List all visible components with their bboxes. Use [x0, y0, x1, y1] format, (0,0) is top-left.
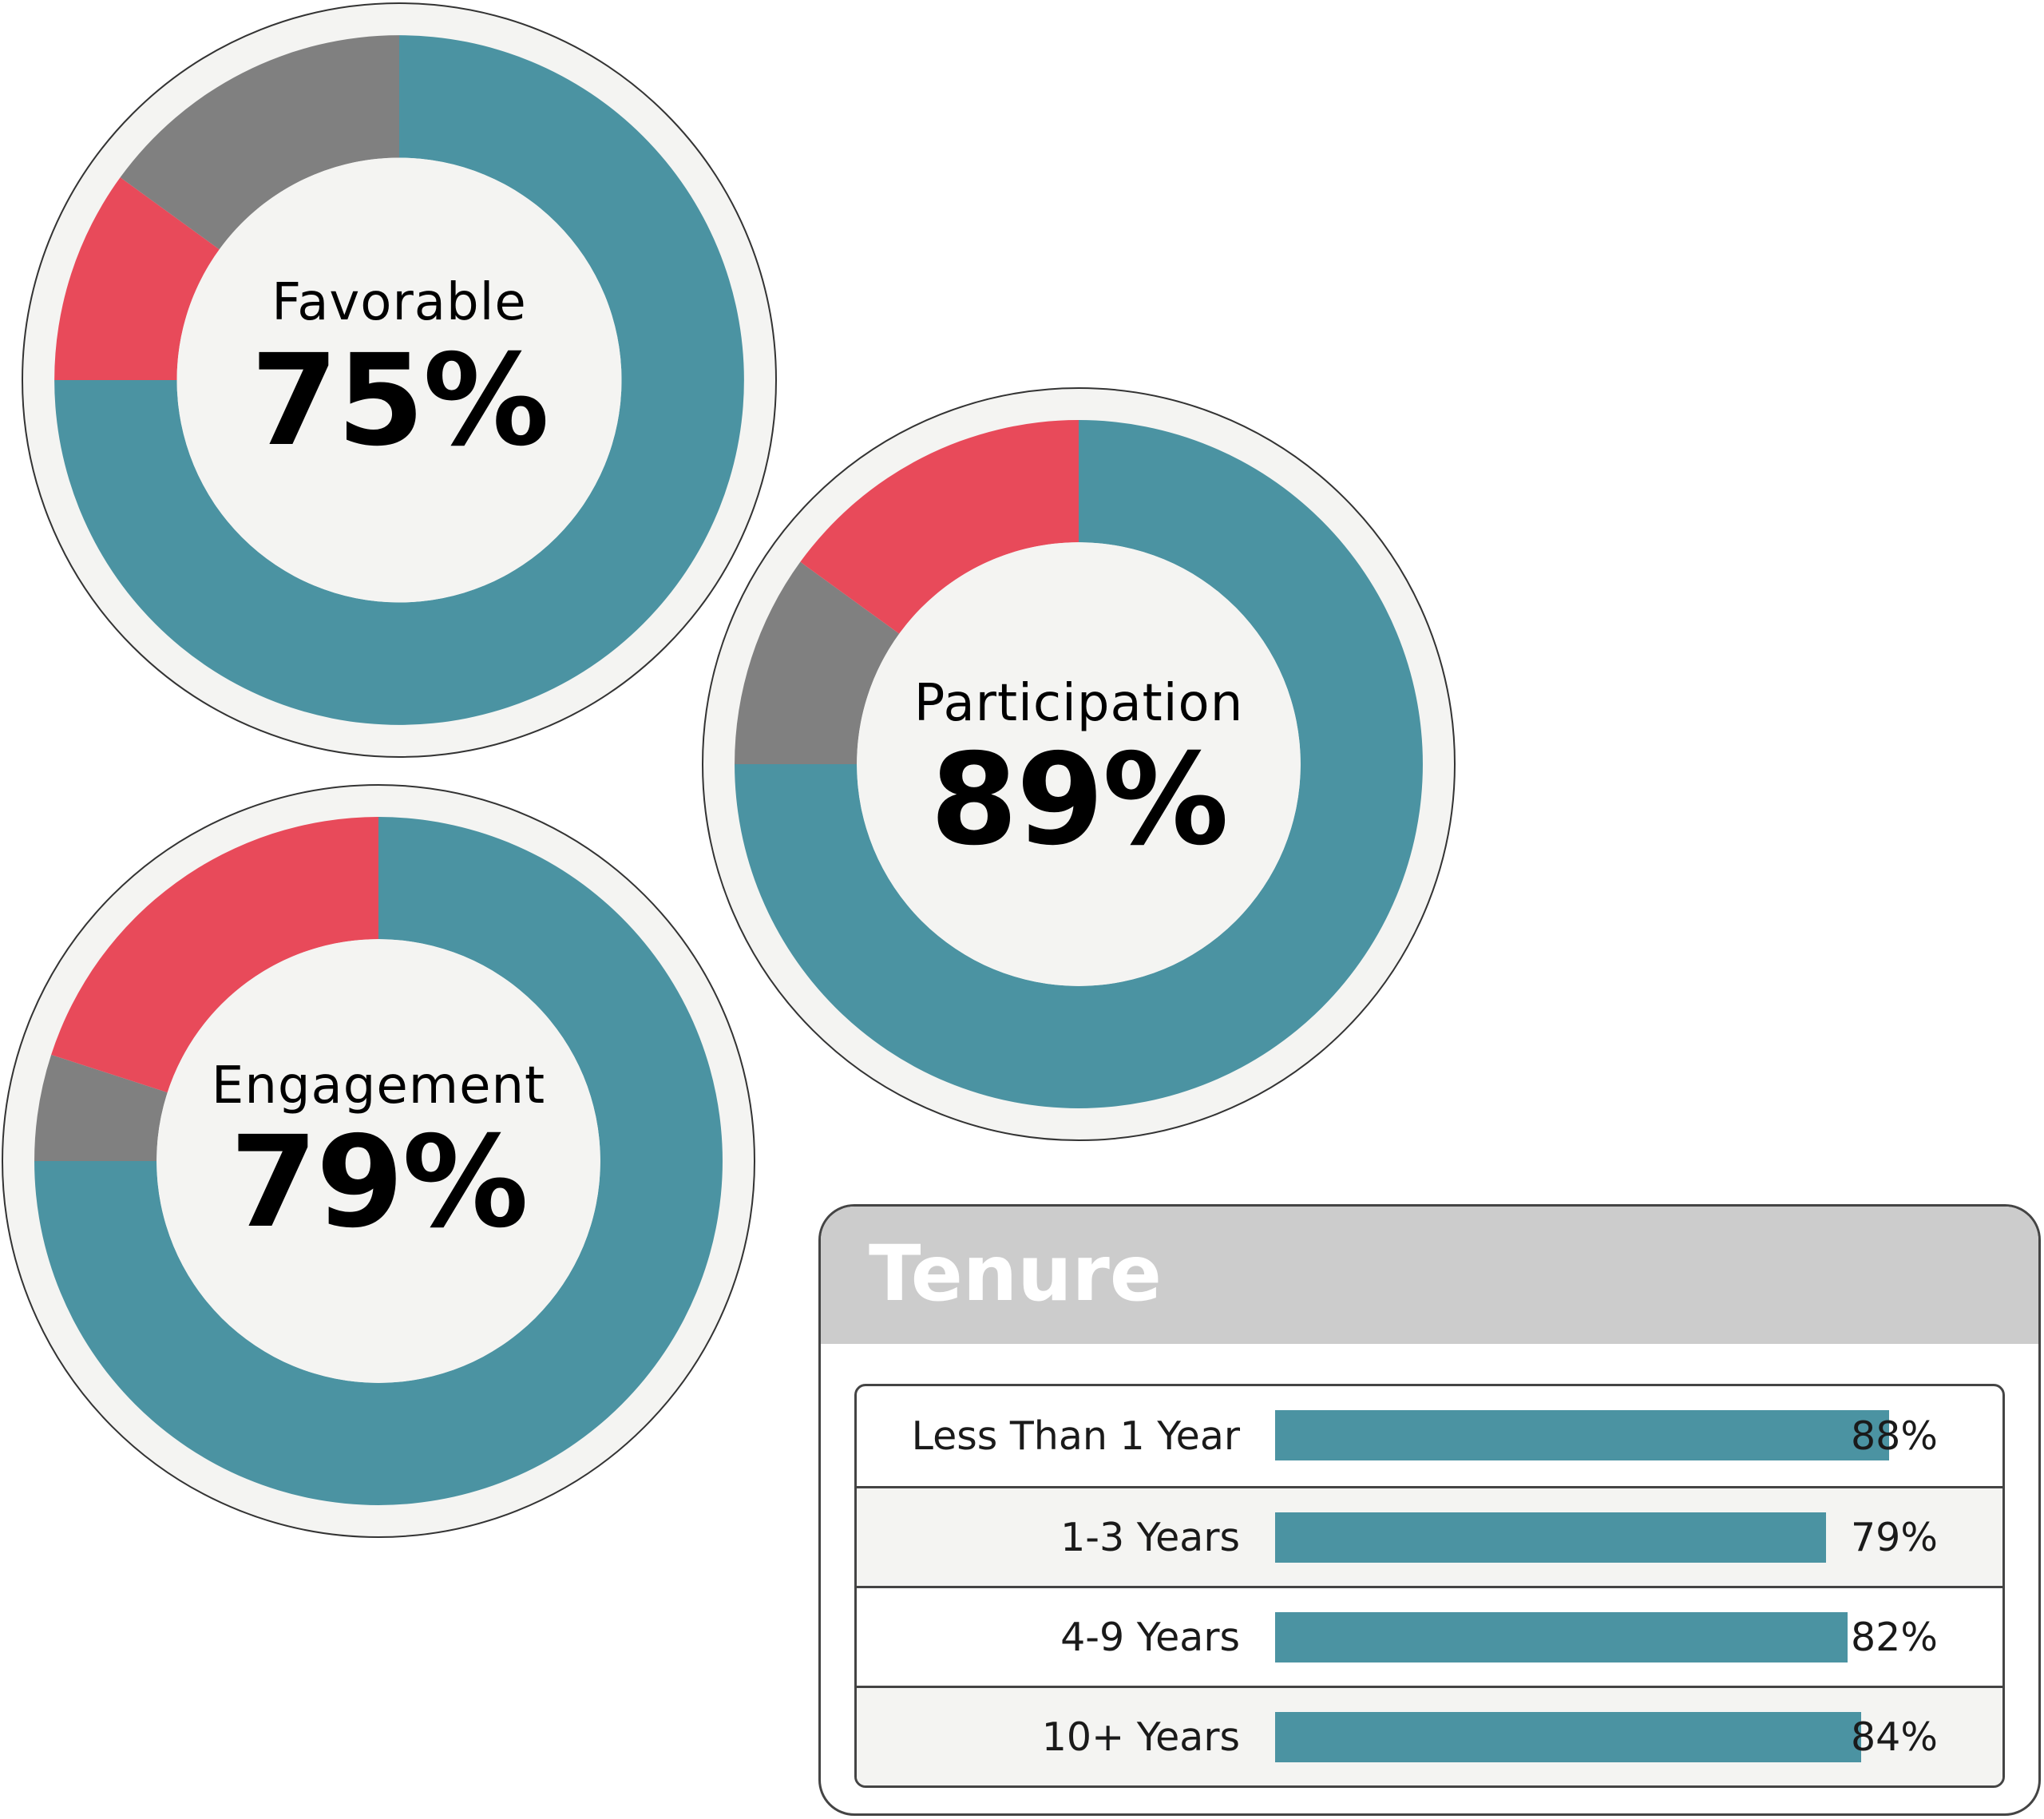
donut-slice-positive [54, 35, 744, 725]
donut-participation-title: Participation [913, 674, 1244, 733]
donut-slice-neutral [735, 561, 900, 764]
donut-engagement-title: Engagement [211, 1056, 546, 1116]
donut-slice-positive [735, 420, 1423, 1108]
tenure-card: Tenure Less Than 1 Year 88% 1-3 Years 79… [818, 1204, 2041, 1816]
tenure-row-label: 4-9 Years [1060, 1614, 1240, 1660]
donut-participation-value: 89% [929, 727, 1229, 874]
donut-center [156, 939, 600, 1383]
tenure-row-value: 84% [1851, 1714, 1938, 1760]
tenure-row-label: Less Than 1 Year [911, 1413, 1240, 1459]
tenure-row-value: 88% [1851, 1413, 1938, 1459]
donut-engagement-svg [2, 784, 755, 1538]
donut-slice-neutral [120, 35, 399, 250]
donut-favorable: Favorable 75% [21, 2, 778, 759]
donut-favorable-value: 75% [250, 327, 549, 474]
donut-slice-positive [34, 817, 723, 1505]
tenure-title: Tenure [869, 1229, 1162, 1318]
tenure-row: 1-3 Years 79% [857, 1486, 2002, 1586]
tenure-row-label: 10+ Years [1041, 1714, 1240, 1760]
donut-engagement-value: 79% [229, 1109, 529, 1256]
tenure-row: 10+ Years 84% [857, 1686, 2002, 1785]
tenure-bar [1275, 1712, 1862, 1762]
donut-center [176, 157, 622, 603]
tenure-bar [1275, 1410, 1889, 1460]
donut-center [857, 542, 1301, 986]
donut-slice-unfavorable [800, 420, 1079, 634]
donut-slice-unfavorable [51, 817, 378, 1093]
tenure-row-value: 79% [1851, 1514, 1938, 1560]
tenure-bar [1275, 1512, 1827, 1563]
tenure-row-label: 1-3 Years [1060, 1514, 1240, 1560]
tenure-row: Less Than 1 Year 88% [857, 1386, 2002, 1486]
donut-slice-neutral [34, 1054, 168, 1161]
donut-slice-unfavorable [54, 177, 220, 380]
tenure-header: Tenure [821, 1207, 2038, 1344]
tenure-bar [1275, 1612, 1848, 1662]
tenure-table: Less Than 1 Year 88% 1-3 Years 79% 4-9 Y… [854, 1384, 2005, 1788]
tenure-row: 4-9 Years 82% [857, 1586, 2002, 1686]
donut-participation: Participation 89% [701, 386, 1456, 1142]
donut-participation-svg [702, 387, 1456, 1141]
donut-favorable-svg [22, 2, 777, 758]
tenure-row-value: 82% [1851, 1614, 1938, 1660]
donut-favorable-title: Favorable [271, 273, 527, 332]
donut-engagement: Engagement 79% [1, 783, 756, 1539]
